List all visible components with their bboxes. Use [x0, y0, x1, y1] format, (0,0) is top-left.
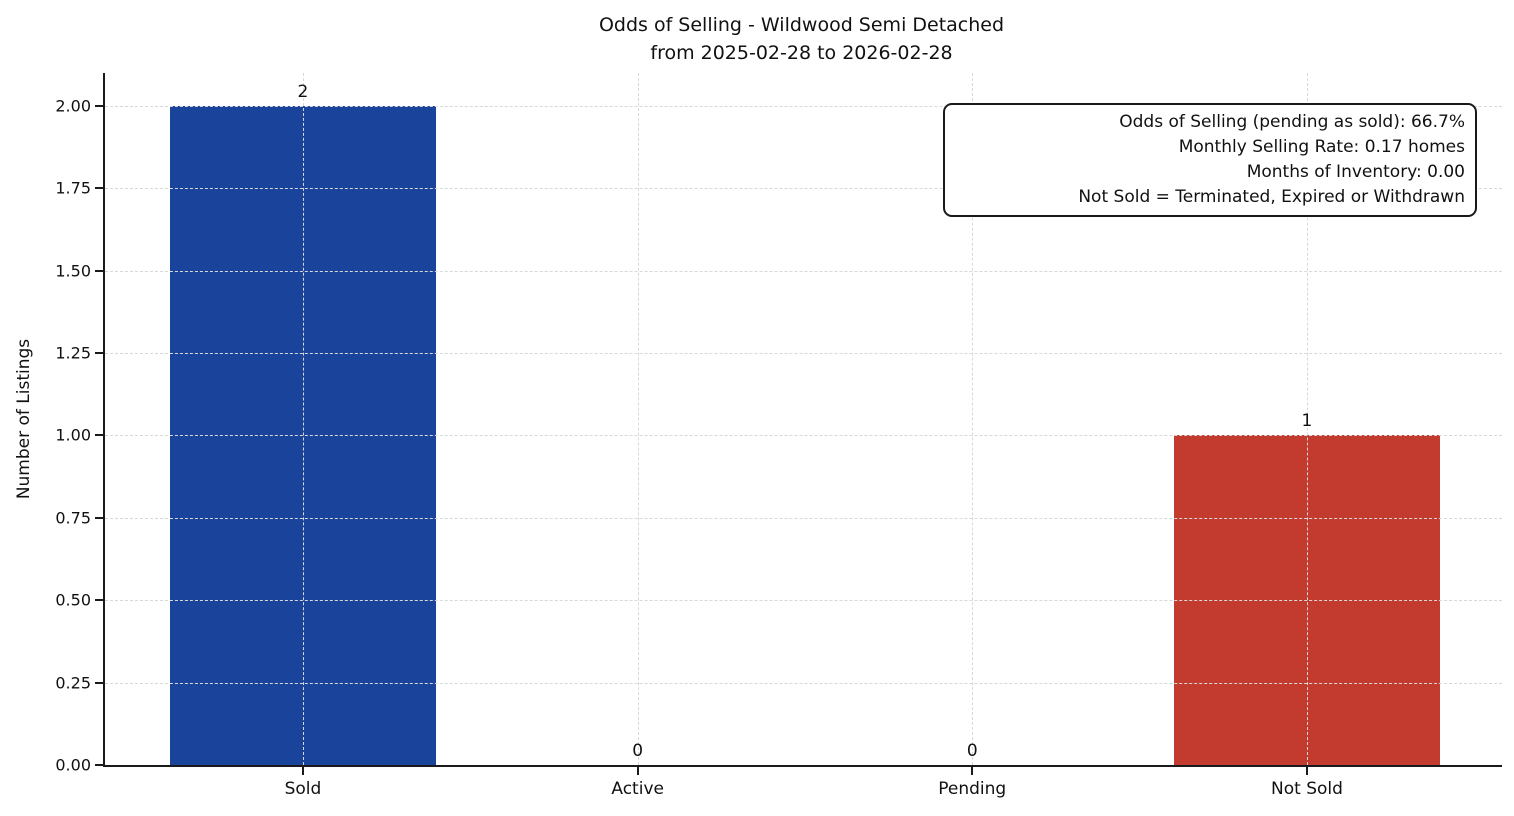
bar-not-sold — [1173, 435, 1441, 765]
stat-monthly-selling-rate: Monthly Selling Rate: 0.17 homes — [1178, 137, 1465, 157]
y-tick-label: 1.75 — [55, 178, 91, 198]
y-tick-mark — [95, 681, 103, 684]
bar-value-label-sold: 2 — [297, 81, 309, 102]
x-tick-mark — [971, 767, 974, 775]
chart-title: Odds of Selling - Wildwood Semi Detached… — [103, 11, 1500, 67]
y-tick-label: 0.75 — [55, 508, 91, 528]
y-tick-label: 2.00 — [55, 96, 91, 116]
x-tick-mark — [636, 767, 639, 775]
x-tick-label-not-sold: Not Sold — [1271, 779, 1343, 799]
y-tick-label: 1.00 — [55, 425, 91, 445]
stats-annotation-box: Odds of Selling (pending as sold): 66.7%… — [943, 103, 1477, 217]
y-tick-mark — [95, 352, 103, 355]
chart-title-line1: Odds of Selling - Wildwood Semi Detached — [598, 14, 1005, 36]
bar-value-label-not-sold: 1 — [1301, 411, 1313, 432]
x-tick-label-active: Active — [611, 779, 664, 799]
x-tick-mark — [1305, 767, 1308, 775]
y-tick-mark — [95, 269, 103, 272]
bar-value-label-active: 0 — [632, 741, 644, 761]
y-tick-label: 0.00 — [55, 755, 91, 775]
y-tick-mark — [95, 599, 103, 602]
y-tick-label: 0.50 — [55, 590, 91, 610]
y-tick-label: 1.50 — [55, 261, 91, 281]
y-tick-label: 0.25 — [55, 673, 91, 693]
y-tick-mark — [95, 764, 103, 766]
bar-value-label-pending: 0 — [966, 741, 978, 761]
y-tick-mark — [95, 434, 103, 437]
y-tick-label: 1.25 — [55, 343, 91, 363]
y-tick-mark — [95, 187, 103, 190]
x-tick-label-pending: Pending — [938, 779, 1007, 799]
y-axis-label: Number of Listings — [14, 338, 34, 500]
y-tick-mark — [95, 104, 103, 107]
vertical-gridline — [637, 73, 639, 765]
x-tick-mark — [301, 767, 304, 775]
stat-odds-of-selling: Odds of Selling (pending as sold): 66.7% — [1119, 112, 1465, 132]
bar-sold — [169, 105, 437, 765]
y-tick-mark — [95, 516, 103, 519]
stat-not-sold-definition: Not Sold = Terminated, Expired or Withdr… — [1078, 187, 1465, 207]
x-tick-label-sold: Sold — [284, 779, 322, 799]
stat-months-of-inventory: Months of Inventory: 0.00 — [1246, 162, 1465, 182]
chart-title-line2: from 2025-02-28 to 2026-02-28 — [650, 42, 953, 64]
